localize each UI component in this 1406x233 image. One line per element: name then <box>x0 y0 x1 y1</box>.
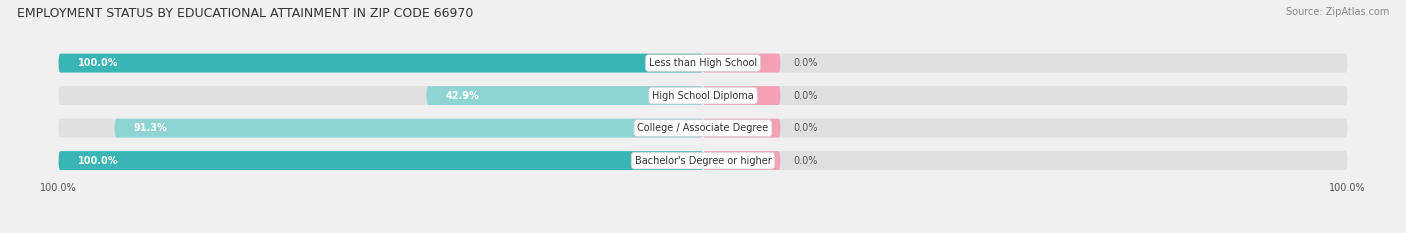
Text: 0.0%: 0.0% <box>793 156 818 166</box>
FancyBboxPatch shape <box>115 119 703 137</box>
Text: EMPLOYMENT STATUS BY EDUCATIONAL ATTAINMENT IN ZIP CODE 66970: EMPLOYMENT STATUS BY EDUCATIONAL ATTAINM… <box>17 7 474 20</box>
FancyBboxPatch shape <box>59 119 703 137</box>
Text: 0.0%: 0.0% <box>793 123 818 133</box>
FancyBboxPatch shape <box>703 151 1347 170</box>
FancyBboxPatch shape <box>703 86 1347 105</box>
Text: Less than High School: Less than High School <box>650 58 756 68</box>
FancyBboxPatch shape <box>59 54 703 72</box>
FancyBboxPatch shape <box>703 151 780 170</box>
FancyBboxPatch shape <box>59 151 703 170</box>
Text: 100.0%: 100.0% <box>1329 183 1365 193</box>
Text: Source: ZipAtlas.com: Source: ZipAtlas.com <box>1285 7 1389 17</box>
Text: 100.0%: 100.0% <box>77 58 118 68</box>
FancyBboxPatch shape <box>59 86 703 105</box>
FancyBboxPatch shape <box>59 54 703 72</box>
FancyBboxPatch shape <box>703 119 780 137</box>
FancyBboxPatch shape <box>426 86 703 105</box>
Text: 100.0%: 100.0% <box>41 183 77 193</box>
FancyBboxPatch shape <box>703 54 780 72</box>
FancyBboxPatch shape <box>703 54 1347 72</box>
Text: Bachelor's Degree or higher: Bachelor's Degree or higher <box>634 156 772 166</box>
Text: 0.0%: 0.0% <box>793 91 818 101</box>
FancyBboxPatch shape <box>703 86 780 105</box>
Text: 100.0%: 100.0% <box>77 156 118 166</box>
Text: 42.9%: 42.9% <box>446 91 479 101</box>
FancyBboxPatch shape <box>703 119 1347 137</box>
Text: 91.3%: 91.3% <box>134 123 167 133</box>
FancyBboxPatch shape <box>59 151 703 170</box>
Text: College / Associate Degree: College / Associate Degree <box>637 123 769 133</box>
Text: High School Diploma: High School Diploma <box>652 91 754 101</box>
Text: 0.0%: 0.0% <box>793 58 818 68</box>
